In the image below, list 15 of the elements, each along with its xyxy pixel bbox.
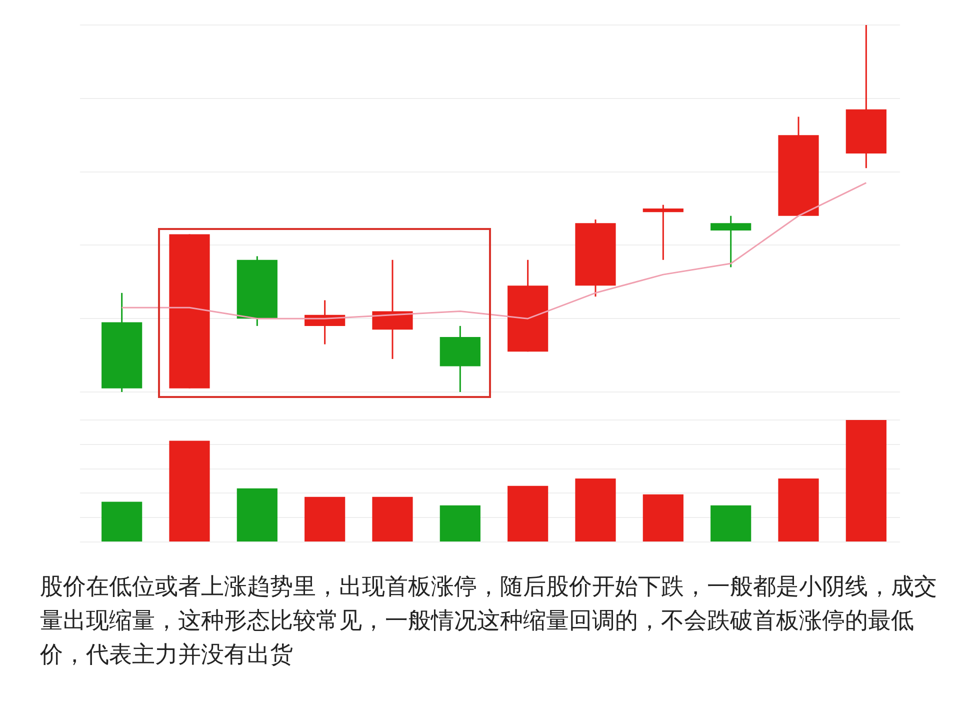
bar (304, 496, 346, 542)
bar (440, 505, 480, 542)
bar (102, 502, 142, 542)
candlestick (710, 215, 752, 268)
bar (372, 496, 413, 542)
bar (642, 494, 684, 542)
bar (169, 440, 210, 542)
bar (236, 488, 278, 542)
bar (710, 505, 752, 542)
bar (846, 420, 886, 542)
bar (575, 478, 616, 542)
bar (508, 486, 548, 542)
text: 股价在低位或者上涨趋势里，出现首板涨停，随后股价开始下跌，一般都是小阴线，成交量出现缩量，这种形态比较常见，一般情况这种缩量回调的，不会跌破首板涨停的最低价，代表主力并没有出货 (40, 573, 938, 670)
bar (778, 478, 819, 542)
candlestick (642, 204, 684, 261)
